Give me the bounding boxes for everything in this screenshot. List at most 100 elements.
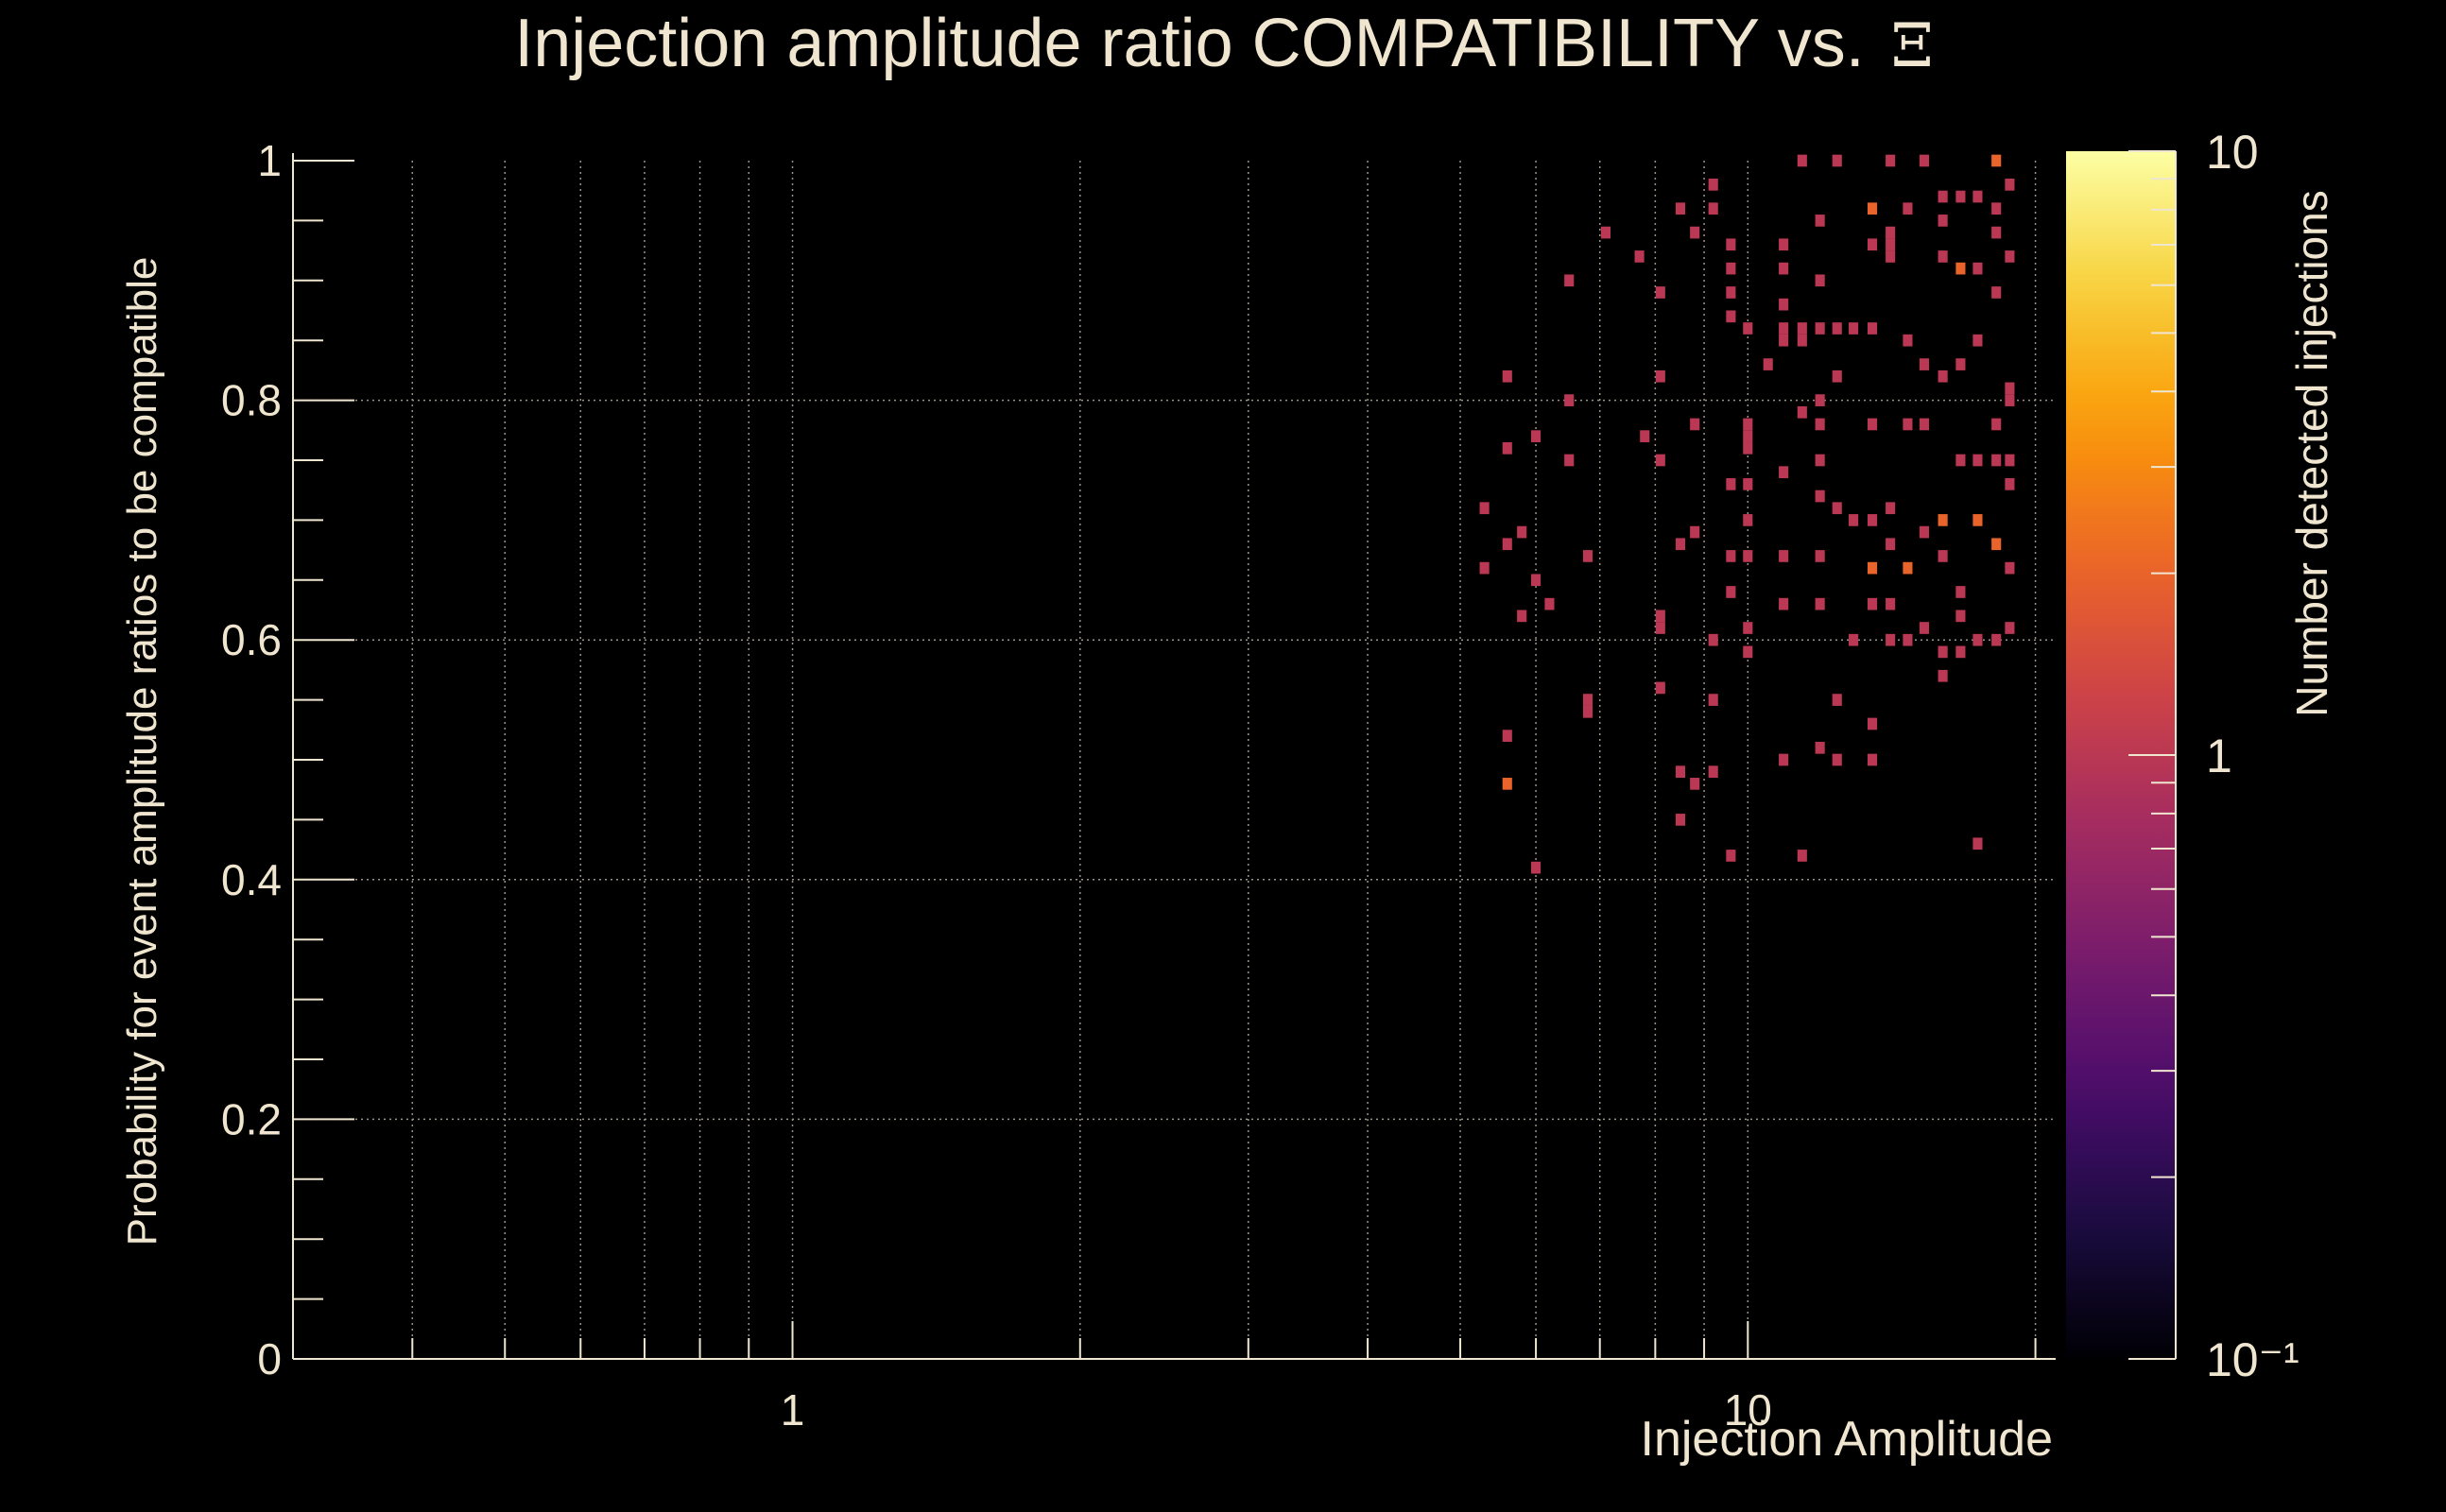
heatmap-cell: [2005, 179, 2015, 191]
heatmap-cell: [1690, 778, 1700, 790]
heatmap-cell: [1779, 298, 1789, 311]
heatmap-cell: [1690, 226, 1700, 239]
heatmap-cell: [1832, 502, 1842, 515]
heatmap-cell: [1726, 310, 1736, 323]
heatmap-cell: [1675, 814, 1686, 826]
heatmap-cell: [2005, 250, 2015, 263]
heatmap-cell: [1903, 633, 1913, 646]
heatmap-cell: [1955, 262, 1966, 275]
heatmap-cell: [2005, 454, 2015, 467]
heatmap-cell: [1955, 586, 1966, 598]
heatmap-cell: [1886, 154, 1896, 167]
heatmap-cell: [1690, 525, 1700, 539]
heatmap-cell: [1991, 418, 2002, 431]
y-tick-label: 1: [257, 136, 282, 185]
heatmap-cell: [1531, 430, 1542, 442]
heatmap-cell: [1903, 202, 1913, 215]
heatmap-cell: [1743, 514, 1753, 526]
heatmap-cell: [1797, 154, 1807, 167]
heatmap-cell: [1886, 250, 1896, 263]
colorbar-label: Number detected injections: [2287, 190, 2336, 716]
heatmap-cell: [1655, 286, 1665, 299]
heatmap-cell: [1886, 226, 1896, 239]
heatmap-cell: [1779, 597, 1789, 610]
heatmap-cell: [1886, 238, 1896, 251]
heatmap-cell: [1564, 274, 1575, 287]
heatmap-cell: [1867, 238, 1878, 251]
heatmap-cell: [1600, 226, 1611, 239]
heatmap-cell: [1886, 633, 1896, 646]
colorbar-tick-label: 10: [2206, 126, 2259, 179]
heatmap-cell: [1502, 441, 1512, 455]
heatmap-cell: [1726, 850, 1736, 862]
heatmap-cell: [1919, 418, 1930, 431]
heatmap-cell: [1955, 610, 1966, 623]
heatmap-cell: [1675, 765, 1686, 779]
heatmap-cell: [1938, 550, 1948, 562]
heatmap-cell: [2005, 622, 2015, 634]
heatmap-cell: [1708, 202, 1718, 215]
heatmap-cell: [1938, 250, 1948, 263]
heatmap-cell: [1972, 514, 1983, 526]
heatmap-cell: [1991, 154, 2002, 167]
x-axis-label: Injection Amplitude: [1641, 1412, 2054, 1467]
heatmap-cell: [1634, 250, 1645, 263]
heatmap-cell: [1779, 322, 1789, 335]
heatmap-cell: [1726, 550, 1736, 562]
heatmap-cell: [1955, 190, 1966, 203]
heatmap-cell: [1564, 454, 1575, 467]
y-tick-label: 0.2: [221, 1094, 282, 1143]
heatmap-cell: [1972, 262, 1983, 275]
heatmap-cell: [1708, 633, 1718, 646]
heatmap-cell: [1867, 514, 1878, 526]
heatmap-cell: [1919, 358, 1930, 370]
heatmap-cell: [1991, 538, 2002, 551]
heatmap-cell: [1743, 418, 1753, 431]
heatmap-cell: [1938, 215, 1948, 227]
heatmap-cell: [1991, 226, 2002, 239]
heatmap-cell: [1903, 334, 1913, 347]
heatmap-cell: [1797, 334, 1807, 347]
heatmap-cell: [1743, 322, 1753, 335]
heatmap-cell: [1938, 190, 1948, 203]
heatmap-cell: [1502, 369, 1512, 383]
heatmap-cell: [1919, 622, 1930, 634]
heatmap-cell: [1675, 202, 1686, 215]
heatmap-cell: [1938, 669, 1948, 682]
heatmap-cell: [1726, 478, 1736, 490]
x-tick-label: 1: [781, 1385, 805, 1435]
heatmap-cell: [1815, 741, 1825, 754]
heatmap-cell: [1743, 645, 1753, 659]
heatmap-cell: [1867, 717, 1878, 730]
heatmap-cell: [1991, 633, 2002, 646]
heatmap-cell: [1815, 550, 1825, 562]
heatmap-cell: [1849, 322, 1859, 335]
heatmap-cell: [1886, 502, 1896, 515]
heatmap-cell: [1502, 778, 1512, 790]
heatmap-cell: [1867, 418, 1878, 431]
y-tick-label: 0.4: [221, 855, 282, 904]
heatmap-cell: [1479, 561, 1490, 575]
heatmap-cell: [1655, 369, 1665, 383]
heatmap-cell: [1779, 466, 1789, 479]
heatmap-cell: [1991, 286, 2002, 299]
heatmap-cell: [1502, 730, 1512, 742]
heatmap-cell: [1544, 597, 1555, 610]
heatmap-cell: [1531, 574, 1542, 587]
heatmap-cell: [1886, 538, 1896, 551]
heatmap-cell: [1517, 525, 1527, 539]
heatmap-cell: [1867, 753, 1878, 766]
heatmap-cell: [1582, 694, 1593, 706]
chart-title-symbol: Ξ: [1891, 11, 1934, 81]
heatmap-cell: [1502, 538, 1512, 551]
heatmap-cell: [1726, 262, 1736, 275]
heatmap-cell: [1708, 694, 1718, 706]
heatmap-cell: [1815, 490, 1825, 503]
y-axis-label: Probability for event amplitude ratios t…: [119, 257, 165, 1246]
heatmap-cell: [1972, 454, 1983, 467]
heatmap-cell: [1867, 202, 1878, 215]
heatmap-cell: [1779, 753, 1789, 766]
heatmap-cell: [1867, 322, 1878, 335]
heatmap-cell: [1582, 550, 1593, 562]
